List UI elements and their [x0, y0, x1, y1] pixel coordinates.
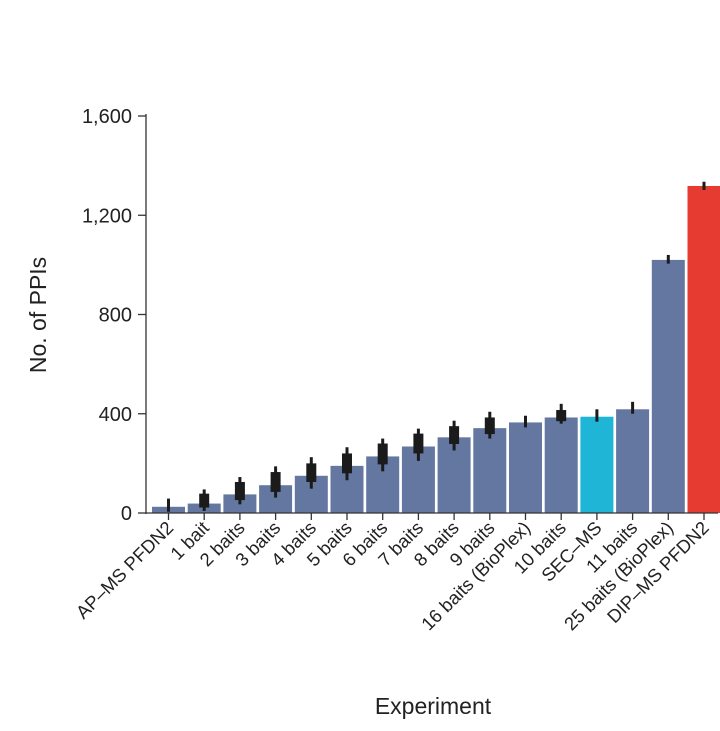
y-tick-label: 1,600	[82, 106, 132, 128]
error-box-6	[377, 443, 388, 465]
error-box-8	[449, 426, 460, 445]
error-box-4	[306, 463, 317, 482]
x-tick-label: AP–MS PFDN2	[72, 517, 178, 623]
bar-10	[509, 422, 542, 513]
error-box-7	[413, 433, 424, 454]
y-axis: 0 400 800 1,200 1,600	[82, 106, 147, 525]
bar-14	[651, 259, 685, 513]
y-tick-label: 1,200	[82, 205, 132, 227]
bar-15	[687, 185, 720, 513]
error-box-1	[199, 493, 210, 508]
error-bars	[167, 181, 706, 512]
error-box-5	[342, 453, 352, 474]
bar-13	[616, 409, 650, 513]
y-tick-label: 0	[121, 503, 132, 525]
y-tick-label: 400	[99, 404, 132, 426]
bar-9	[473, 428, 507, 513]
error-box-11	[556, 410, 567, 422]
y-tick-label: 800	[99, 305, 132, 327]
bar-12	[580, 416, 614, 513]
error-box-3	[270, 472, 281, 492]
bar-11	[544, 417, 578, 513]
error-box-2	[234, 481, 245, 501]
bars	[152, 185, 720, 513]
x-axis-title: Experiment	[375, 693, 492, 719]
error-box-9	[484, 417, 495, 435]
y-axis-title: No. of PPIs	[25, 257, 51, 373]
